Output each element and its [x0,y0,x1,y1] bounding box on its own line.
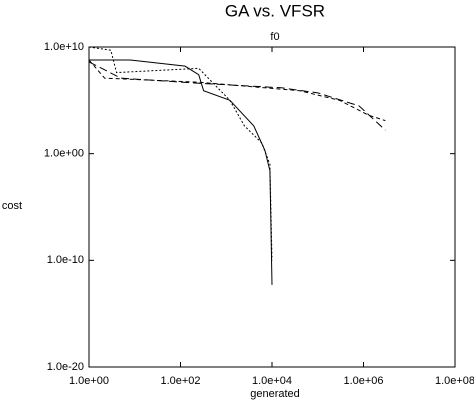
x-tick-label: 1.0e+06 [343,375,383,387]
x-tick-label: 1.0e+02 [160,375,200,387]
chart-subtitle: f0 [270,31,279,43]
x-tick-label: 1.0e+00 [69,375,109,387]
series-line [88,59,386,122]
x-tick-label: 1.0e+04 [252,375,292,387]
y-tick-label: 1.0e+10 [44,41,84,53]
series-line [88,61,386,131]
series-line [88,46,273,261]
x-axis-label: generated [250,388,300,400]
y-axis-label: cost [2,200,22,212]
series-line [89,59,273,285]
plot-frame [88,46,456,368]
y-tick-label: 1.0e+00 [44,148,84,160]
y-tick-label: 1.0e-20 [47,361,84,373]
x-tick-label: 1.0e+08 [435,375,474,387]
chart-title: GA vs. VFSR [225,1,325,20]
y-tick-label: 1.0e-10 [47,254,84,266]
